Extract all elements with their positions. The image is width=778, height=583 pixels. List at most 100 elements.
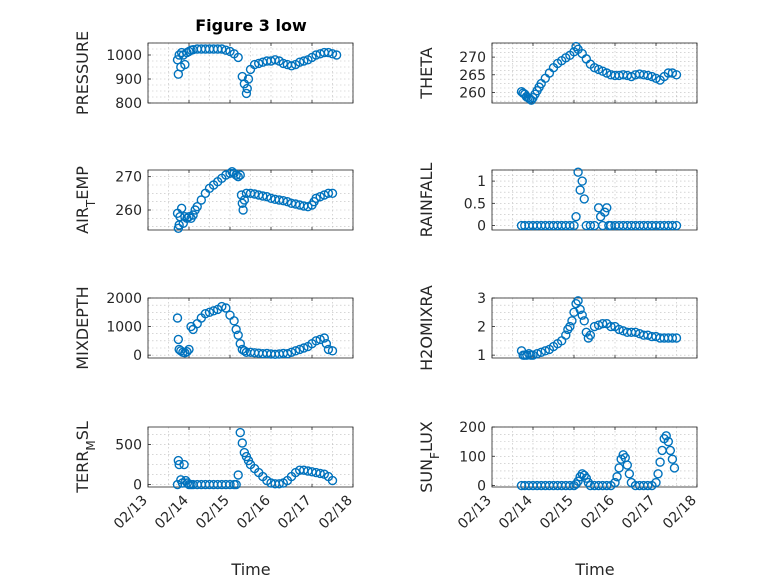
data-point (323, 344, 334, 355)
data-point (581, 473, 591, 483)
data-point (540, 73, 550, 83)
data-point (200, 309, 211, 319)
data-point (563, 324, 573, 335)
data-point (581, 54, 591, 64)
y-tick-label: 1000 (106, 48, 142, 64)
data-point (327, 188, 338, 199)
data-point (671, 220, 682, 231)
data-point (577, 310, 587, 320)
y-tick-label: 2000 (106, 291, 142, 307)
data-point (665, 445, 676, 456)
x-tick-label: 02/15 (537, 493, 577, 533)
data-point (239, 195, 250, 205)
data-point (655, 457, 665, 467)
data-point (565, 480, 575, 491)
y-tick-label: 260 (459, 85, 486, 101)
y-tick-label: 1 (477, 174, 486, 190)
y-tick-label: 1 (477, 348, 486, 364)
data-point (579, 316, 589, 326)
data-point (184, 211, 194, 222)
data-point (311, 50, 321, 60)
x-tick-label: 02/13 (455, 493, 495, 533)
y-tick-label: 0 (477, 479, 486, 495)
data-point (614, 324, 624, 335)
data-point (243, 74, 254, 84)
axes-frame (147, 426, 354, 488)
data-point (579, 194, 589, 204)
y-tick-label: 100 (459, 449, 486, 465)
data-point (217, 44, 227, 54)
data-point (231, 170, 241, 180)
data-point (528, 350, 538, 360)
data-point (221, 303, 231, 313)
data-point (651, 477, 661, 488)
x-tick-label: 02/18 (316, 493, 356, 533)
y-axis-label: MIXDEPTH (73, 286, 92, 369)
data-point (630, 327, 641, 337)
subplot-sun_flux: 02/13 02/14 02/15 02/16 02/17 02/18 0 100 200 SUN… (417, 420, 700, 532)
y-tick-label: 260 (115, 203, 142, 219)
y-axis-label: SUNFLUX (417, 421, 442, 493)
data-point (188, 210, 198, 220)
subplot-mixdepth: 0 1000 2000 MIXDEPTH (73, 286, 354, 370)
data-point (315, 191, 325, 202)
axes-frame (147, 42, 354, 104)
y-tick-label: 800 (115, 96, 142, 112)
data-point (602, 203, 612, 213)
data-point (585, 220, 596, 231)
data-point (231, 479, 241, 490)
data-point (225, 168, 235, 179)
x-axis-label-left: Time (230, 560, 270, 579)
data-point (610, 477, 620, 488)
data-point (661, 431, 671, 441)
data-point (565, 321, 575, 332)
data-point (565, 220, 575, 231)
data-point (323, 188, 334, 199)
y-axis-label: RAINFALL (417, 163, 436, 238)
data-point (258, 191, 268, 201)
data-point (225, 479, 235, 490)
data-point (575, 185, 585, 195)
data-point (583, 333, 594, 343)
y-axis-label: AIRTEMP (73, 166, 98, 234)
axes-frame (147, 169, 354, 231)
axes-frame (147, 297, 354, 359)
data-point (174, 459, 184, 470)
data-point (571, 211, 581, 222)
x-tick-label: 02/17 (619, 493, 659, 533)
x-tick-label: 02/15 (193, 493, 233, 533)
y-axis-label: THETA (417, 47, 436, 99)
data-point (522, 350, 532, 360)
data-point (233, 330, 243, 340)
y-tick-label: 0 (477, 219, 486, 235)
data-point (235, 170, 245, 180)
data-point (606, 321, 616, 332)
data-point (303, 201, 313, 212)
data-point (331, 50, 342, 60)
data-point (315, 334, 325, 345)
data-point (567, 316, 577, 326)
data-point (616, 454, 626, 464)
data-point (598, 319, 608, 329)
x-tick-label: 02/14 (152, 492, 192, 532)
data-point (233, 470, 243, 480)
y-tick-label: 0.5 (464, 196, 486, 212)
data-point (179, 459, 189, 470)
data-point (321, 339, 332, 349)
data-point (235, 427, 245, 438)
data-point (254, 58, 264, 69)
data-point (653, 469, 663, 479)
data-point (184, 344, 194, 355)
y-tick-label: 0 (133, 478, 142, 494)
y-axis-label: TERRMSL (73, 421, 98, 494)
data-point (239, 346, 250, 356)
data-point (235, 339, 245, 349)
data-point (643, 70, 653, 81)
data-point (577, 176, 587, 186)
data-point (311, 336, 321, 346)
data-point (172, 313, 183, 323)
data-point (315, 468, 325, 479)
data-point (231, 324, 241, 335)
y-tick-label: 270 (115, 170, 142, 186)
